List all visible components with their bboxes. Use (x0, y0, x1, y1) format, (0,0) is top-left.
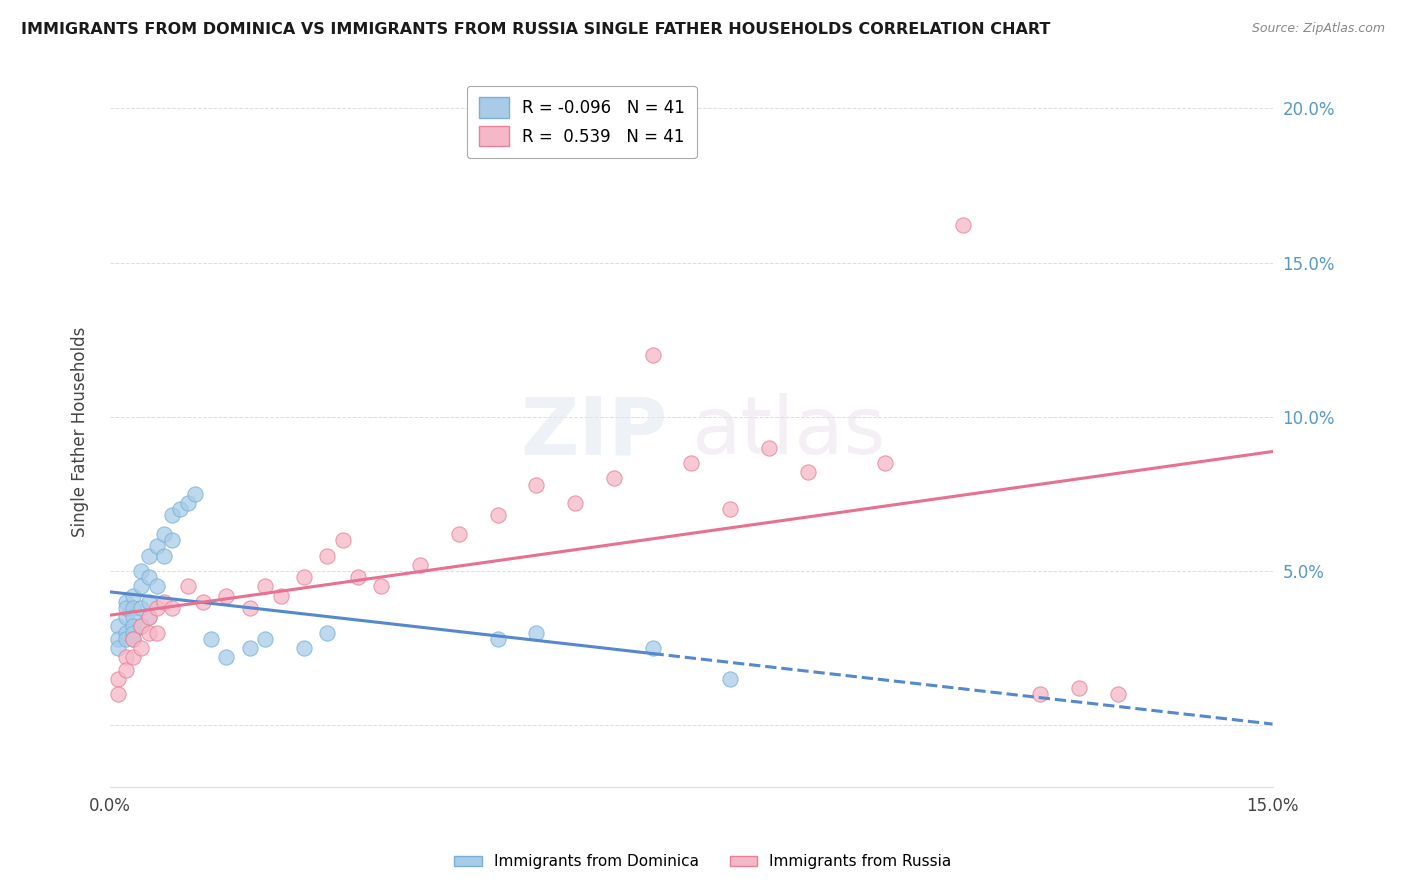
Legend: Immigrants from Dominica, Immigrants from Russia: Immigrants from Dominica, Immigrants fro… (449, 848, 957, 875)
Point (129, 564, 152, 578)
Point (486, 632, 509, 646)
Point (122, 632, 145, 646)
Point (114, 663, 136, 677)
Point (316, 549, 339, 563)
Point (129, 619, 152, 633)
Point (641, 348, 664, 362)
Point (239, 641, 262, 656)
Point (160, 533, 183, 547)
Y-axis label: Single Father Households: Single Father Households (72, 327, 89, 537)
Point (184, 487, 207, 501)
Point (370, 579, 392, 593)
Point (564, 496, 586, 510)
Point (145, 579, 167, 593)
Point (409, 558, 432, 572)
Point (292, 641, 315, 656)
Point (122, 589, 145, 603)
Point (1067, 681, 1090, 695)
Point (129, 641, 152, 656)
Point (122, 632, 145, 646)
Point (524, 625, 547, 640)
Point (169, 502, 191, 516)
Point (122, 601, 145, 615)
Point (138, 595, 160, 609)
Point (176, 579, 198, 593)
Point (122, 625, 145, 640)
Point (153, 527, 176, 541)
Point (681, 456, 703, 470)
Point (215, 650, 238, 665)
Text: IMMIGRANTS FROM DOMINICA VS IMMIGRANTS FROM RUSSIA SINGLE FATHER HOUSEHOLDS CORR: IMMIGRANTS FROM DOMINICA VS IMMIGRANTS F… (21, 22, 1050, 37)
Point (641, 641, 664, 656)
Point (254, 632, 277, 646)
Point (107, 641, 129, 656)
Point (114, 650, 136, 665)
Point (718, 672, 741, 686)
Point (122, 650, 145, 665)
Point (114, 595, 136, 609)
Point (114, 610, 136, 624)
Point (603, 471, 626, 485)
Point (524, 477, 547, 491)
Point (145, 539, 167, 553)
Point (191, 595, 214, 609)
Point (107, 619, 129, 633)
Point (122, 619, 145, 633)
Point (129, 579, 152, 593)
Point (114, 632, 136, 646)
Point (107, 672, 129, 686)
Point (316, 625, 339, 640)
Point (718, 502, 741, 516)
Point (758, 441, 780, 455)
Text: Source: ZipAtlas.com: Source: ZipAtlas.com (1251, 22, 1385, 36)
Point (138, 610, 160, 624)
Point (347, 570, 370, 584)
Point (160, 601, 183, 615)
Point (122, 610, 145, 624)
Point (952, 219, 974, 233)
Point (239, 601, 262, 615)
Point (1029, 687, 1052, 701)
Point (796, 465, 818, 479)
Point (153, 549, 176, 563)
Point (138, 610, 160, 624)
Point (447, 527, 470, 541)
Point (114, 625, 136, 640)
Point (176, 496, 198, 510)
Point (270, 589, 292, 603)
Point (332, 533, 354, 547)
Point (129, 601, 152, 615)
Point (873, 456, 896, 470)
Point (107, 632, 129, 646)
Text: atlas: atlas (692, 393, 886, 471)
Point (107, 687, 129, 701)
Point (145, 601, 167, 615)
Point (486, 508, 509, 523)
Point (138, 570, 160, 584)
Point (215, 589, 238, 603)
Point (200, 632, 222, 646)
Point (254, 579, 277, 593)
Point (153, 595, 176, 609)
Point (160, 508, 183, 523)
Point (129, 619, 152, 633)
Text: ZIP: ZIP (520, 393, 668, 471)
Point (145, 625, 167, 640)
Legend: R = -0.096   N = 41, R =  0.539   N = 41: R = -0.096 N = 41, R = 0.539 N = 41 (467, 86, 697, 158)
Point (138, 625, 160, 640)
Point (114, 601, 136, 615)
Point (292, 570, 315, 584)
Point (138, 549, 160, 563)
Point (1107, 687, 1129, 701)
